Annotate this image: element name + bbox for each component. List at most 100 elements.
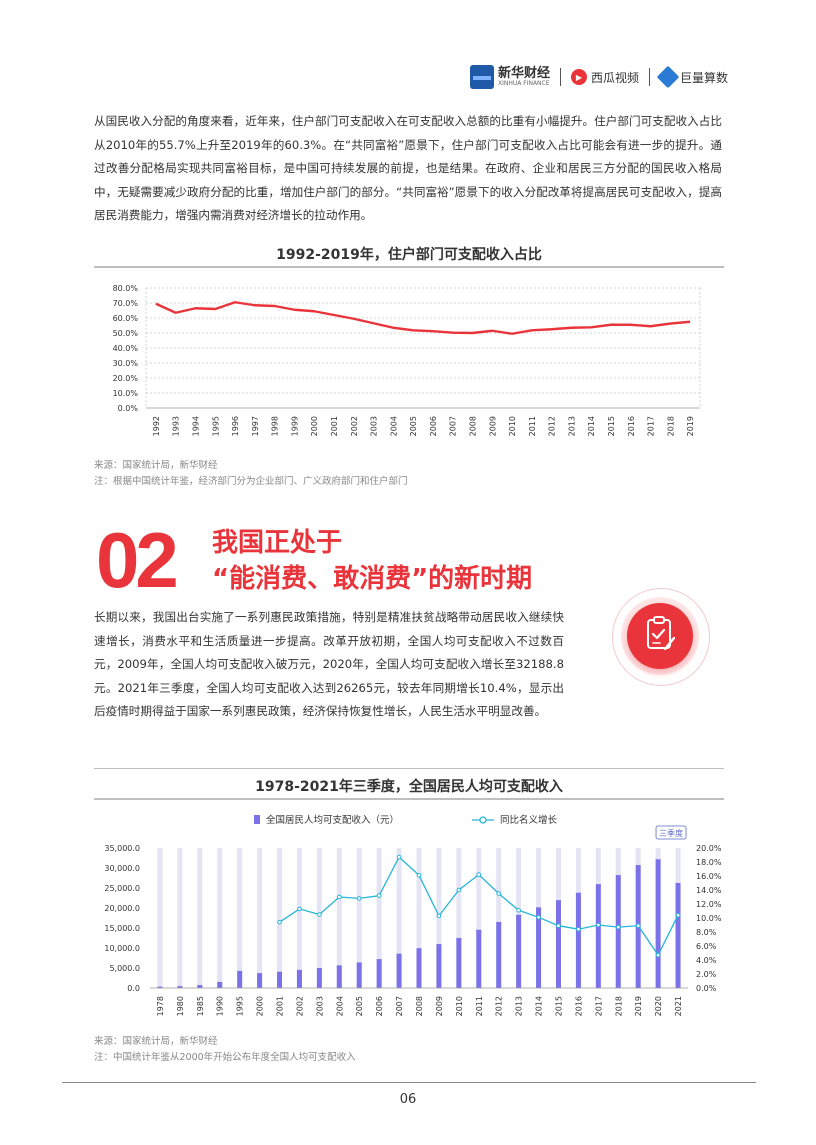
series-line (155, 301, 691, 335)
section-title-line2: “能消费、敢消费”的新时期 (212, 564, 533, 594)
clipboard-check-icon (627, 603, 693, 669)
bar-background (296, 848, 302, 988)
y2-tick-label: 12.0% (696, 900, 722, 909)
chart1-source: 来源：国家统计局，新华财经 注：根据中国统计年鉴，经济部门分为企业部门、广义政府… (94, 458, 408, 490)
y2-tick-label: 4.0% (696, 956, 717, 965)
growth-point (496, 891, 502, 896)
x-tick-label: 2001 (330, 416, 339, 436)
x-tick-label: 2011 (528, 416, 537, 436)
source-line: 来源：国家统计局，新华财经 (94, 460, 218, 471)
x-tick-label: 2011 (475, 996, 484, 1016)
bar (436, 944, 442, 988)
x-tick-label: 2009 (488, 416, 497, 436)
y2-tick-label: 20.0% (696, 844, 722, 853)
bar-background (396, 848, 402, 988)
y-tick-label: 35,000.0 (104, 844, 140, 853)
bar (237, 970, 243, 988)
y-tick-label: 20.0% (113, 374, 139, 383)
growth-point (596, 922, 601, 928)
bar (316, 967, 322, 988)
growth-point (456, 887, 462, 893)
y-tick-label: 70.0% (113, 299, 139, 308)
bar (456, 937, 462, 988)
bar (615, 875, 621, 988)
bar-background (217, 848, 223, 988)
x-tick-label: 2014 (535, 996, 544, 1016)
x-tick-label: 1996 (231, 416, 240, 436)
y-tick-label: 0.0 (127, 984, 140, 993)
bar (536, 907, 542, 988)
x-tick-label: 2006 (375, 996, 384, 1016)
section-paragraph: 长期以来，我国出台实施了一系列惠民政策措施，特别是精准扶贫战略带动居民收入继续快… (94, 610, 564, 718)
bar-background (316, 848, 322, 988)
y2-tick-label: 8.0% (696, 928, 717, 937)
bar-background (416, 848, 422, 988)
growth-point (635, 923, 641, 928)
growth-point (297, 906, 302, 912)
y-tick-label: 30,000.0 (104, 864, 140, 873)
x-tick-label: 2017 (594, 996, 603, 1016)
growth-point (675, 912, 681, 918)
x-tick-label: 2005 (409, 416, 418, 436)
bar-background (456, 848, 462, 988)
x-tick-label: 1994 (191, 416, 200, 436)
chart1-title-rule (94, 266, 724, 268)
x-tick-label: 1992 (152, 416, 161, 436)
x-tick-label: 2001 (276, 996, 285, 1016)
section-title: 我国正处于 “能消费、敢消费”的新时期 (212, 525, 532, 597)
y-tick-label: 30.0% (113, 359, 139, 368)
bar-background (237, 848, 243, 988)
diamond-icon (656, 65, 680, 89)
legend-bar-label: 全国居民人均可支配收入（元） (266, 814, 399, 826)
bar (516, 914, 522, 988)
bar-background (157, 848, 163, 988)
growth-point (556, 923, 561, 928)
x-tick-label: 1999 (290, 416, 299, 436)
source-line: 来源：国家统计局，新华财经 (94, 1036, 218, 1047)
y-tick-label: 10.0% (113, 389, 139, 398)
x-tick-label: 2000 (256, 996, 265, 1016)
bar (376, 959, 382, 988)
growth-point (336, 894, 342, 900)
x-tick-label: 2005 (355, 996, 364, 1016)
annotation-label: 三季度 (659, 828, 683, 838)
note-line: 注：根据中国统计年鉴，经济部门分为企业部门、广义政府部门和住户部门 (94, 476, 408, 487)
y2-tick-label: 6.0% (696, 942, 717, 951)
y-tick-label: 20,000.0 (104, 904, 140, 913)
section-title-line1: 我国正处于 (212, 528, 343, 558)
x-tick-label: 2000 (310, 416, 319, 436)
growth-point (317, 912, 322, 917)
x-tick-label: 1978 (156, 996, 165, 1016)
bar (356, 962, 362, 988)
x-tick-label: 2015 (554, 996, 563, 1016)
growth-point (655, 952, 661, 958)
chart2-combo-chart: 全国居民人均可支配收入（元） 同比名义增长 0.0 5,000.0 10,000.0 15… (104, 814, 722, 1016)
x-tick-label: 2019 (634, 996, 643, 1016)
x-tick-label: 1985 (196, 996, 205, 1016)
juliang-logo-text: 巨量算数 (679, 70, 728, 85)
x-tick-label: 2002 (350, 416, 359, 436)
y-tick-label: 40.0% (113, 344, 139, 353)
growth-point (436, 913, 442, 919)
bar (277, 971, 283, 988)
intro-paragraph: 从国民收入分配的角度来看，近年来，住户部门可支配收入在可支配收入总额的比重有小幅… (94, 114, 722, 222)
y2-tick-label: 10.0% (696, 914, 722, 923)
chart1-line-chart: 0.0% 10.0% 20.0% 30.0% 40.0% 50.0% 60.0% 70.0% 8… (113, 284, 701, 436)
bar (595, 884, 601, 988)
x-tick-label: 2013 (567, 416, 576, 436)
bar-background (257, 848, 263, 988)
x-tick-label: 2003 (370, 416, 379, 436)
x-tick-label: 2016 (574, 996, 583, 1016)
x-tick-label: 2016 (627, 416, 636, 436)
bar-background (277, 848, 283, 988)
bar (336, 965, 342, 988)
bar (296, 969, 302, 988)
x-tick-label: 2008 (415, 996, 424, 1016)
y-tick-label: 10,000.0 (104, 944, 140, 953)
xinhua-logo-text: 新华财经 (497, 66, 550, 81)
x-tick-label: 2013 (515, 996, 524, 1016)
bar (675, 882, 681, 988)
y-tick-label: 50.0% (113, 329, 139, 338)
bar (655, 859, 661, 988)
x-tick-label: 1980 (176, 996, 185, 1016)
